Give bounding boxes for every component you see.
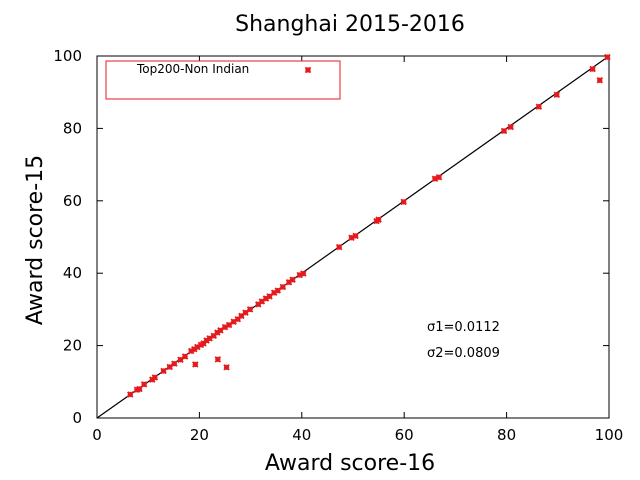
- data-point: [335, 243, 343, 251]
- data-point: [151, 374, 159, 381]
- data-point: [279, 283, 287, 291]
- data-point: [127, 391, 134, 398]
- y-tick-label: 20: [63, 337, 82, 355]
- scatter-points: [127, 53, 611, 398]
- plot-area-frame: [96, 55, 610, 419]
- data-point: [217, 327, 224, 334]
- data-point: [140, 381, 148, 388]
- y-axis-ticks: 0 20 40 60 80 100: [53, 47, 609, 427]
- data-point: [177, 356, 184, 363]
- data-point: [274, 287, 281, 294]
- data-point: [246, 306, 254, 313]
- data-point: [535, 103, 543, 110]
- legend-label: Top200-Non Indian: [136, 62, 249, 76]
- chart-title: Shanghai 2015-2016: [235, 12, 465, 37]
- x-tick-label: 0: [92, 426, 102, 444]
- data-point: [375, 216, 382, 223]
- data-point: [242, 309, 249, 316]
- x-tick-label: 60: [395, 426, 414, 444]
- data-point: [289, 276, 296, 283]
- legend-marker: [304, 66, 312, 74]
- data-point: [435, 174, 443, 181]
- data-point: [300, 270, 307, 277]
- data-point: [352, 232, 359, 240]
- x-tick-label: 40: [292, 426, 311, 444]
- data-point: [553, 91, 561, 98]
- data-point: [136, 385, 143, 393]
- data-point: [604, 53, 611, 61]
- data-point: [181, 353, 189, 360]
- legend-box: [105, 60, 341, 100]
- y-tick-label: 100: [53, 47, 82, 65]
- data-point: [589, 65, 596, 73]
- y-axis-label: Award score-15: [23, 155, 48, 325]
- annotation-sigma2: σ2=0.0809: [427, 346, 500, 361]
- y-tick-label: 40: [63, 264, 82, 282]
- x-tick-label: 100: [595, 426, 624, 444]
- x-tick-label: 20: [190, 426, 209, 444]
- data-point: [223, 364, 230, 371]
- data-point: [400, 198, 407, 206]
- annotation-sigma1: σ1=0.0112: [427, 320, 500, 335]
- x-axis-label: Award score-16: [265, 451, 435, 476]
- data-point: [192, 361, 199, 368]
- y-tick-label: 60: [63, 192, 82, 210]
- data-point: [225, 321, 233, 329]
- data-point: [171, 360, 178, 367]
- data-point: [160, 367, 167, 375]
- data-point: [596, 77, 604, 84]
- y-tick-label: 0: [72, 409, 82, 427]
- data-point: [507, 123, 514, 131]
- data-point: [500, 127, 508, 135]
- data-point: [214, 356, 222, 363]
- legend-marker-symbol: [304, 66, 312, 74]
- x-tick-label: 80: [497, 426, 516, 444]
- data-point: [166, 363, 173, 371]
- x-axis-ticks: 0 20 40 60 80 100: [92, 56, 623, 444]
- y-tick-label: 80: [63, 119, 82, 137]
- legend: Top200-Non Indian: [105, 60, 341, 100]
